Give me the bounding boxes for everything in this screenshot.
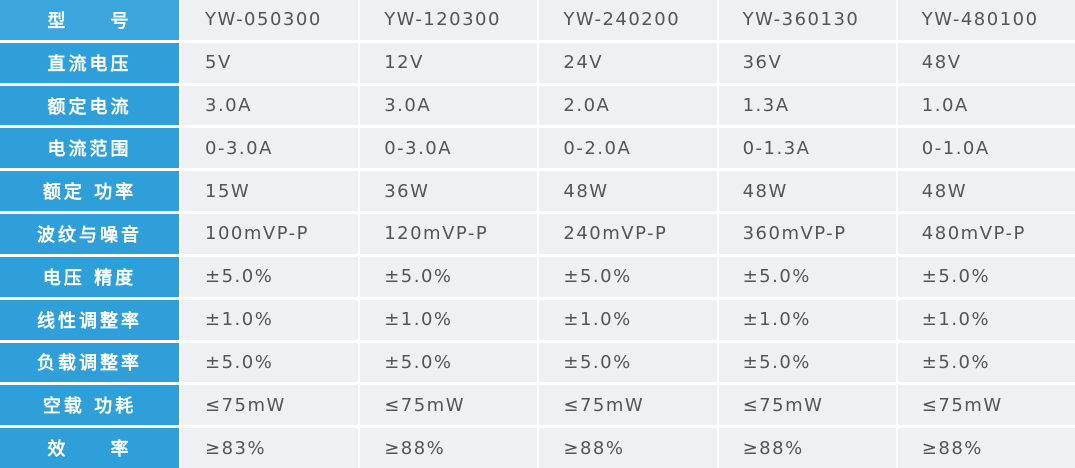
spec-value: 1.3A — [718, 85, 896, 126]
spec-value: 0-1.0A — [897, 128, 1075, 169]
spec-value: 0-1.3A — [718, 128, 896, 169]
model-name: YW-240200 — [539, 0, 717, 40]
model-name: YW-360130 — [718, 0, 896, 40]
spec-value: 48W — [897, 171, 1075, 212]
spec-value: 36W — [360, 171, 538, 212]
spec-value: ±1.0% — [360, 299, 538, 340]
row-label: 波纹与噪音 — [0, 214, 179, 254]
spec-value: 0-2.0A — [539, 128, 717, 169]
spec-value: ±5.0% — [181, 256, 359, 297]
row-label: 负载调整率 — [0, 342, 179, 383]
spec-value: ≤75mW — [181, 385, 359, 426]
spec-value: 2.0A — [539, 85, 717, 126]
spec-value: ≤75mW — [360, 385, 538, 426]
spec-value: ≤75mW — [718, 385, 896, 426]
spec-value: ±5.0% — [718, 256, 896, 297]
spec-value: 360mVP-P — [718, 214, 896, 254]
spec-value: 3.0A — [181, 85, 359, 126]
spec-value: ≥88% — [897, 428, 1075, 468]
row-label: 电压 精度 — [0, 256, 179, 297]
spec-value: 15W — [181, 171, 359, 212]
model-name: YW-480100 — [897, 0, 1075, 40]
model-name: YW-120300 — [360, 0, 538, 40]
row-label: 空载 功耗 — [0, 385, 179, 426]
spec-value: ±1.0% — [897, 299, 1075, 340]
spec-value: 48W — [718, 171, 896, 212]
spec-value: 36V — [718, 42, 896, 83]
spec-value: ±1.0% — [181, 299, 359, 340]
spec-value: 48W — [539, 171, 717, 212]
row-label: 效 率 — [0, 428, 179, 468]
spec-value: ±5.0% — [360, 256, 538, 297]
spec-value: ±1.0% — [718, 299, 896, 340]
spec-value: 480mVP-P — [897, 214, 1075, 254]
spec-value: ≥88% — [718, 428, 896, 468]
spec-value: 0-3.0A — [181, 128, 359, 169]
spec-value: ±5.0% — [360, 342, 538, 383]
model-name: YW-050300 — [181, 0, 359, 40]
row-label: 额定电流 — [0, 85, 179, 126]
spec-value: ±5.0% — [539, 342, 717, 383]
row-label: 电流范围 — [0, 128, 179, 169]
spec-value: ±5.0% — [897, 256, 1075, 297]
header-label: 型 号 — [0, 0, 179, 40]
spec-value: 0-3.0A — [360, 128, 538, 169]
spec-value: 100mVP-P — [181, 214, 359, 254]
spec-value: ≥88% — [539, 428, 717, 468]
spec-value: ≤75mW — [539, 385, 717, 426]
spec-value: ≥83% — [181, 428, 359, 468]
spec-value: 48V — [897, 42, 1075, 83]
spec-value: 24V — [539, 42, 717, 83]
spec-value: 240mVP-P — [539, 214, 717, 254]
spec-value: 12V — [360, 42, 538, 83]
spec-value: ±5.0% — [897, 342, 1075, 383]
spec-value: ±5.0% — [181, 342, 359, 383]
spec-value: ≤75mW — [897, 385, 1075, 426]
row-label: 线性调整率 — [0, 299, 179, 340]
spec-value: ±5.0% — [539, 256, 717, 297]
spec-value: 1.0A — [897, 85, 1075, 126]
spec-value: ±5.0% — [718, 342, 896, 383]
spec-value: ±1.0% — [539, 299, 717, 340]
row-label: 额定 功率 — [0, 171, 179, 212]
row-label: 直流电压 — [0, 42, 179, 83]
spec-value: 120mVP-P — [360, 214, 538, 254]
spec-value: 3.0A — [360, 85, 538, 126]
spec-value: ≥88% — [360, 428, 538, 468]
spec-value: 5V — [181, 42, 359, 83]
